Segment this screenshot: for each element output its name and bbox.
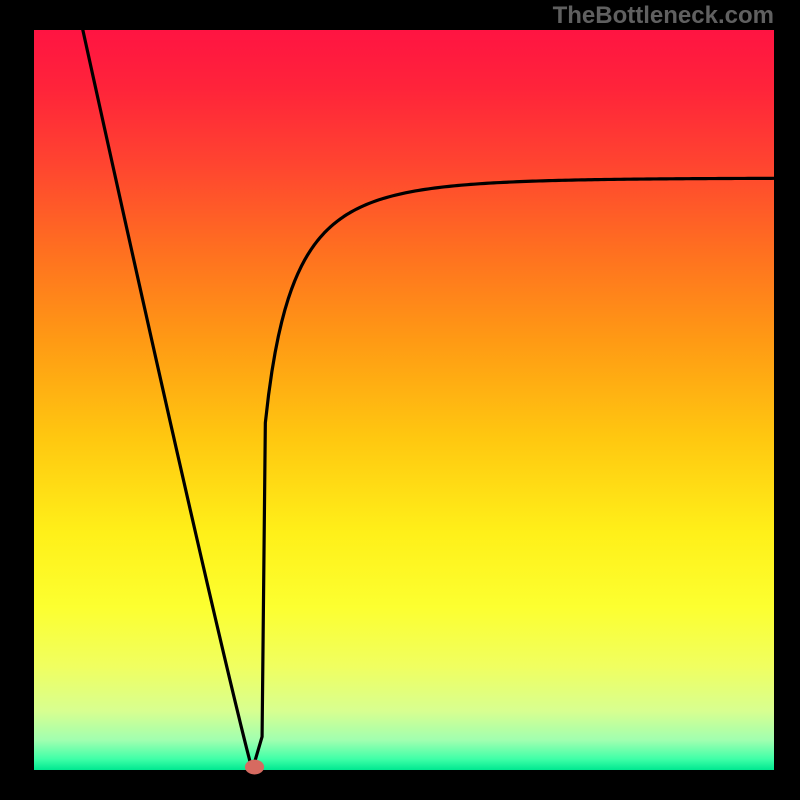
watermark-label: TheBottleneck.com xyxy=(553,2,774,30)
optimum-marker xyxy=(245,760,264,775)
gradient-background xyxy=(34,30,774,770)
chart-container: TheBottleneck.com xyxy=(0,0,800,800)
bottleneck-curve-plot xyxy=(0,0,800,800)
